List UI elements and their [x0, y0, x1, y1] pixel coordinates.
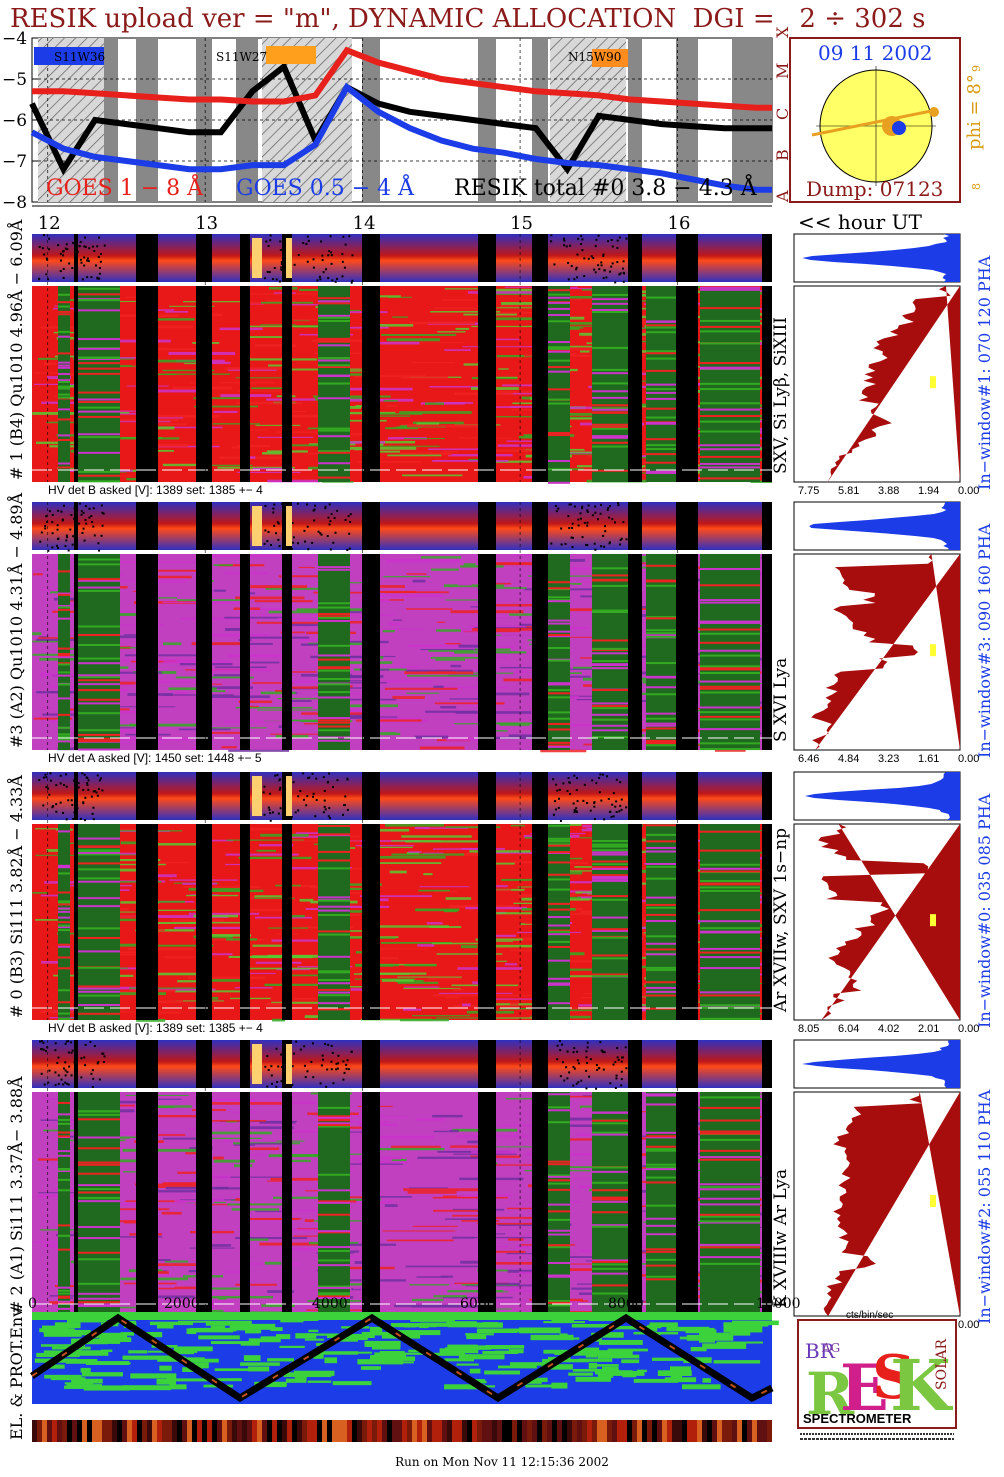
goes-class-label: A — [773, 190, 792, 203]
goes-y-tick: −7 — [2, 152, 27, 172]
histogram-tick-label: 1.94 — [918, 485, 939, 497]
histogram-tick-label: 5.81 — [838, 485, 859, 497]
histogram-tick-label: 4.84 — [838, 753, 859, 765]
hour-axis-label: << hour UT — [798, 210, 922, 234]
eclipse-band — [236, 38, 258, 202]
page-title: RESIK upload ver = "m", DYNAMIC ALLOCATI… — [10, 4, 926, 34]
panel-line-label: K XVIIIw Ar Lya — [771, 1169, 791, 1308]
bottom-tick-label: 2000 — [164, 1296, 200, 1312]
goes-short-series — [30, 82, 772, 193]
logo-small-solar: SOLAR — [934, 1339, 950, 1390]
panel-left-label: # 1 (B4) Qu1010 4.96Å − 6.09Å — [6, 219, 26, 480]
spectrum-panel-1: HV det A asked [V]: 1450 set: 1448 +− 5 #… — [6, 492, 994, 765]
bottom-tick-label: 4000 — [312, 1296, 348, 1312]
color-strip — [32, 1420, 772, 1442]
goes-y-tick: −4 — [2, 29, 27, 49]
region-marker-2 — [266, 46, 316, 64]
legend-goes-long: GOES 1 − 8 Å — [46, 173, 204, 201]
footer-run-info: Run on Mon Nov 11 12:15:36 2002 — [395, 1455, 609, 1469]
histogram-tick-label: 7.75 — [798, 485, 819, 497]
panel-left-label: # 2 (A1) Si111 3.37Å− 3.88Å — [6, 1076, 26, 1314]
goes-class-label: B — [773, 149, 792, 161]
histogram-tick-label: 6.46 — [798, 753, 819, 765]
panel-line-label: S XVI Lya — [771, 658, 791, 742]
hour-axis: 12 13 14 15 16 — [32, 205, 772, 234]
logo-small-ag: AG — [821, 1341, 840, 1355]
legend-resik-total: RESIK total #0 3.8 − 4.3 Å — [454, 173, 758, 201]
particle-environment-panel — [30, 1312, 779, 1442]
logo-letter-e: E — [840, 1351, 889, 1426]
logo-name: SPECTROMETER — [803, 1411, 912, 1426]
goes-y-tick: −6 — [2, 111, 27, 131]
histogram-tick-label: 3.23 — [878, 753, 899, 765]
cts-label: cts/bin/sec — [846, 1310, 893, 1321]
goes-class-label: M — [773, 63, 792, 79]
region-label-2: S11W27 — [216, 50, 267, 64]
resik-total-series — [29, 61, 772, 176]
histogram-tick-label: 6.04 — [838, 1023, 859, 1035]
panel-line-label: SXV, Si Lyβ, SiXIII — [771, 317, 791, 474]
panel-window-label: In−window#0: 035 085 PHA — [975, 793, 994, 1028]
hv-label: HV det B asked [V]: 1389 set: 1385 +− 4 — [48, 483, 263, 497]
histogram-tick-label: 1.61 — [918, 753, 939, 765]
histogram-tick-label: 3.88 — [878, 485, 899, 497]
histogram-tick-label: 0.00 — [958, 485, 979, 497]
region-label-1: S11W36 — [54, 50, 105, 64]
goes-class-label: X — [773, 26, 792, 38]
hour-tick-label: 16 — [668, 213, 691, 234]
panel-window-label: In−window#1: 070 120 PHA — [975, 255, 994, 490]
env-ylabel: EL. & PROT.Env. — [7, 1305, 26, 1440]
goes-long-series — [32, 46, 772, 111]
region-marker-1 — [34, 47, 104, 65]
bottom-x-axis: 0 2000 4000 6000 8000 10000 — [28, 1296, 801, 1312]
histogram-tick-label: 4.02 — [878, 1023, 899, 1035]
panel-line-label: Ar XVIIw, SXV 1s−np — [771, 828, 791, 1013]
histogram-tick-label: 0.00 — [958, 1319, 979, 1331]
histogram-tick-label: 0.00 — [958, 753, 979, 765]
window-marker — [930, 1195, 936, 1208]
region-label-3: N15W90 — [568, 50, 621, 64]
sun-position-panel: 09 11 2002 Dump: 07123 phi = 8° 9 8 — [789, 37, 985, 203]
panel-window-label: In−window#2: 055 110 PHA — [975, 1089, 994, 1324]
logo-letter-s: S — [872, 1343, 915, 1413]
spectrum-panel-3: HV det A asked [V]: 1450 set: 1448 +− 5#… — [6, 1039, 994, 1331]
logo-letter-k: K — [890, 1344, 953, 1427]
panel-left-label: # 0 (B3) Si111 3.82Å − 4.33Å — [6, 775, 26, 1018]
window-marker — [930, 914, 936, 927]
window-marker — [930, 644, 936, 657]
hour-tick-label: 12 — [38, 213, 61, 234]
histogram-tick-label: 0.00 — [958, 1023, 979, 1035]
hv-label: HV det A asked [V]: 1450 set: 1448 +− 5 — [48, 751, 262, 765]
histogram-tick-label: 8.05 — [798, 1023, 819, 1035]
logo-small-br: BR — [805, 1339, 836, 1363]
window-marker — [930, 376, 936, 389]
sun-date: 09 11 2002 — [818, 41, 933, 65]
phi-small-bottom: 8 — [970, 183, 983, 190]
dump-label: Dump: 07123 — [806, 177, 943, 201]
bottom-tick-label: 10000 — [756, 1296, 801, 1312]
logo-letter-r: R — [806, 1360, 855, 1428]
bottom-tick-label: 0 — [28, 1296, 37, 1312]
phi-label: phi = 8° — [964, 74, 985, 150]
panel-left-label: #3 (A2) Qu1010 4.31Å − 4.89Å — [6, 492, 26, 748]
goes-y-tick: −8 — [2, 193, 27, 213]
phi-small-top: 9 — [970, 65, 983, 72]
goes-class-label: C — [773, 108, 792, 120]
bottom-tick-label: 6000 — [460, 1296, 496, 1312]
resik-logo: R E S K BR AG SOLAR SPECTROMETER — [797, 1319, 957, 1442]
spectrum-panel-2: HV det B asked [V]: 1389 set: 1385 +− 4 #… — [6, 771, 994, 1035]
hour-tick-label: 13 — [195, 213, 218, 234]
panel-window-label: In−window#3: 090 160 PHA — [975, 523, 994, 758]
bottom-tick-label: 8000 — [608, 1296, 644, 1312]
spectrum-panel-0: HV det B asked [V]: 1389 set: 1385 +− 4 #… — [6, 219, 994, 497]
legend-goes-short: GOES 0.5 − 4 Å — [236, 173, 415, 201]
hv-label: HV det B asked [V]: 1389 set: 1385 +− 4 — [48, 1021, 263, 1035]
region-marker-3 — [592, 49, 628, 67]
hour-tick-label: 14 — [353, 213, 376, 234]
hour-tick-label: 15 — [510, 213, 533, 234]
goes-lightcurve-panel: −4 −5 −6 −7 −8 X M C B A S11W36 S11W27 N15W90 GO… — [2, 26, 792, 213]
histogram-tick-label: 2.01 — [918, 1023, 939, 1035]
goes-y-tick: −5 — [2, 70, 27, 90]
